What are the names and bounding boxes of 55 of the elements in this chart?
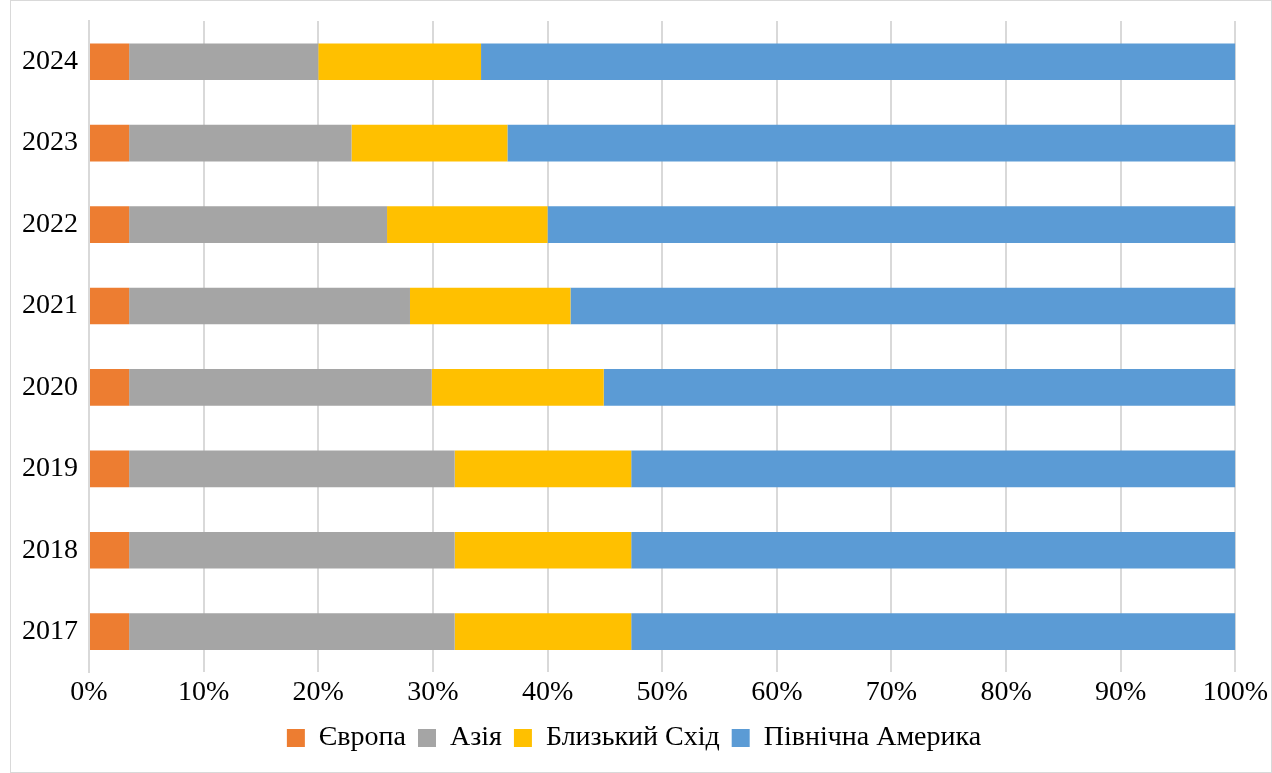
x-tick-label: 80% bbox=[980, 674, 1032, 706]
x-tick-label: 90% bbox=[1095, 674, 1147, 706]
bar bbox=[129, 43, 319, 81]
y-tick-label: 2018 bbox=[22, 532, 78, 564]
bar bbox=[387, 206, 548, 243]
x-tick-label: 20% bbox=[292, 674, 344, 706]
bar bbox=[129, 124, 352, 162]
bar bbox=[631, 613, 1236, 651]
bar bbox=[318, 43, 482, 81]
bar bbox=[90, 531, 130, 569]
bar bbox=[90, 369, 130, 406]
bar bbox=[481, 43, 1236, 81]
bar bbox=[454, 450, 632, 488]
legend-label: Близький Схід bbox=[545, 720, 720, 752]
bar bbox=[129, 369, 432, 406]
bar bbox=[454, 531, 632, 569]
legend-label: Азія bbox=[449, 720, 503, 752]
bar bbox=[90, 613, 130, 651]
bar bbox=[90, 287, 130, 325]
x-tick-label: 100% bbox=[1202, 674, 1268, 706]
bar bbox=[547, 206, 1236, 243]
bar bbox=[129, 613, 455, 651]
bar bbox=[631, 531, 1236, 569]
bar bbox=[454, 613, 632, 651]
legend-label: Європа bbox=[318, 720, 407, 752]
bar bbox=[603, 369, 1236, 406]
y-tick-label: 2017 bbox=[22, 614, 78, 646]
legend-label: Північна Америка bbox=[763, 720, 982, 752]
x-tick-label: 70% bbox=[865, 674, 918, 706]
bar bbox=[431, 369, 604, 406]
bar bbox=[90, 124, 130, 162]
y-tick-label: 2021 bbox=[22, 288, 78, 320]
y-tick-label: 2019 bbox=[22, 451, 78, 483]
x-tick-label: 40% bbox=[521, 674, 574, 706]
y-tick-label: 2023 bbox=[22, 125, 78, 157]
bar bbox=[129, 206, 388, 243]
bar bbox=[90, 43, 130, 81]
x-tick-label: 50% bbox=[636, 674, 688, 706]
bar bbox=[507, 124, 1236, 162]
bar bbox=[351, 124, 508, 162]
x-tick-label: 0% bbox=[70, 674, 108, 706]
bar bbox=[409, 287, 571, 325]
y-tick-label: 2022 bbox=[22, 206, 78, 238]
bar bbox=[129, 287, 410, 325]
bar bbox=[90, 206, 130, 243]
bar bbox=[129, 450, 455, 488]
y-tick-label: 2020 bbox=[22, 369, 78, 401]
x-tick-label: 30% bbox=[407, 674, 459, 706]
bar bbox=[570, 287, 1236, 325]
bar bbox=[129, 531, 455, 569]
y-tick-label: 2024 bbox=[22, 44, 78, 76]
bar bbox=[631, 450, 1236, 488]
bar bbox=[90, 450, 130, 488]
x-tick-label: 60% bbox=[751, 674, 803, 706]
x-tick-label: 10% bbox=[177, 674, 230, 706]
